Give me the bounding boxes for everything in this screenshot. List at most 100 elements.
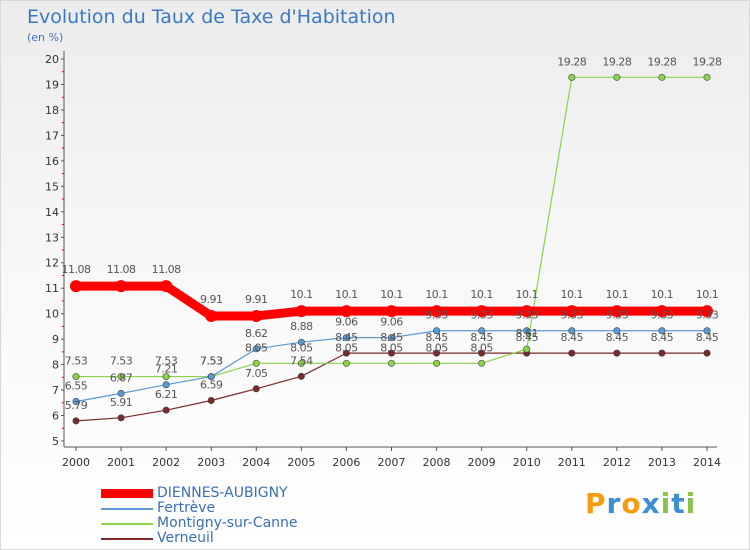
data-label-montigny: 8.61 bbox=[515, 327, 538, 340]
data-point-fertreve bbox=[703, 327, 711, 335]
data-point-fertreve bbox=[117, 389, 125, 397]
data-label-fertreve: 9.33 bbox=[606, 309, 629, 322]
logo-letter: i bbox=[685, 487, 697, 520]
x-tick-label: 2014 bbox=[693, 456, 721, 469]
data-point-montigny bbox=[523, 345, 531, 353]
data-point-montigny bbox=[252, 359, 260, 367]
data-label-diennes: 9.91 bbox=[245, 293, 268, 306]
data-label-verneuil: 5.91 bbox=[110, 396, 133, 409]
data-point-fertreve bbox=[297, 338, 305, 346]
data-label-montigny: 19.28 bbox=[647, 55, 676, 68]
logo-letter: P bbox=[585, 487, 607, 520]
data-point-diennes bbox=[115, 280, 128, 293]
legend-label-diennes: DIENNES-AUBIGNY bbox=[157, 485, 288, 501]
data-point-diennes bbox=[70, 280, 82, 293]
logo-letter: r bbox=[606, 487, 622, 520]
legend-label-montigny: Montigny-sur-Canne bbox=[157, 515, 298, 531]
data-point-fertreve bbox=[523, 327, 531, 335]
data-point-montigny bbox=[658, 73, 666, 81]
data-point-diennes bbox=[160, 280, 173, 293]
data-label-montigny: 19.28 bbox=[693, 55, 722, 68]
data-point-fertreve bbox=[162, 381, 170, 389]
data-point-fertreve bbox=[658, 327, 666, 335]
data-label-verneuil: 5.79 bbox=[65, 399, 88, 412]
data-label-montigny: 7.53 bbox=[155, 355, 178, 368]
data-point-fertreve bbox=[342, 334, 350, 342]
x-tick-label: 2009 bbox=[468, 456, 496, 469]
data-point-fertreve bbox=[387, 334, 395, 342]
data-label-fertreve: 9.06 bbox=[380, 316, 403, 329]
y-tick-label: 14 bbox=[45, 206, 59, 219]
data-point-verneuil bbox=[117, 414, 125, 422]
y-tick-label: 20 bbox=[45, 53, 59, 66]
data-point-fertreve bbox=[207, 373, 215, 381]
data-point-verneuil bbox=[433, 349, 441, 357]
data-point-verneuil bbox=[658, 349, 666, 357]
data-label-montigny: 7.53 bbox=[65, 355, 88, 368]
data-label-montigny: 7.53 bbox=[200, 355, 223, 368]
data-point-fertreve bbox=[613, 327, 621, 335]
data-point-montigny bbox=[117, 373, 125, 381]
data-label-fertreve: 6.55 bbox=[65, 380, 88, 393]
data-label-diennes: 10.1 bbox=[651, 288, 674, 301]
data-label-verneuil: 8.45 bbox=[470, 331, 493, 344]
data-point-montigny bbox=[613, 73, 621, 81]
legend-swatch-diennes bbox=[101, 489, 153, 498]
x-tick-label: 2012 bbox=[603, 456, 631, 469]
y-tick-label: 8 bbox=[52, 359, 59, 372]
data-point-fertreve bbox=[478, 327, 486, 335]
data-point-verneuil bbox=[703, 349, 711, 357]
data-point-verneuil bbox=[478, 349, 486, 357]
data-label-fertreve: 7.21 bbox=[155, 363, 178, 376]
data-label-diennes: 10.1 bbox=[561, 288, 584, 301]
data-point-diennes bbox=[205, 309, 218, 322]
data-point-diennes bbox=[430, 305, 443, 318]
y-tick-label: 17 bbox=[45, 129, 59, 142]
logo-letter: x bbox=[641, 487, 661, 520]
data-label-diennes: 10.1 bbox=[290, 288, 313, 301]
y-tick-label: 5 bbox=[52, 435, 59, 448]
data-label-montigny: 8.05 bbox=[380, 341, 403, 354]
data-label-montigny: 19.28 bbox=[557, 55, 586, 68]
data-label-verneuil: 8.45 bbox=[515, 331, 538, 344]
data-label-montigny: 8.05 bbox=[425, 341, 448, 354]
y-tick-label: 13 bbox=[45, 231, 59, 244]
data-label-diennes: 9.91 bbox=[200, 293, 223, 306]
y-tick-label: 16 bbox=[45, 155, 59, 168]
data-point-verneuil bbox=[342, 349, 350, 357]
data-label-verneuil: 6.59 bbox=[200, 379, 223, 392]
data-point-diennes bbox=[520, 305, 533, 318]
data-label-verneuil: 8.45 bbox=[335, 331, 358, 344]
logo-letter: o bbox=[621, 487, 642, 520]
proxiti-logo[interactable]: Proxiti bbox=[585, 487, 696, 520]
y-tick-label: 11 bbox=[45, 282, 59, 295]
x-tick-label: 2002 bbox=[152, 456, 180, 469]
legend-swatch-verneuil bbox=[101, 538, 153, 540]
data-point-verneuil bbox=[297, 372, 305, 380]
data-label-fertreve: 9.33 bbox=[561, 309, 584, 322]
data-point-verneuil bbox=[162, 406, 170, 414]
data-point-montigny bbox=[478, 359, 486, 367]
data-label-diennes: 11.08 bbox=[107, 263, 136, 276]
x-tick-label: 2010 bbox=[513, 456, 541, 469]
data-label-verneuil: 8.45 bbox=[606, 331, 629, 344]
data-point-diennes bbox=[475, 305, 488, 318]
x-tick-label: 2008 bbox=[423, 456, 451, 469]
chart-unit-label: (en %) bbox=[27, 31, 64, 44]
data-point-diennes bbox=[701, 305, 713, 318]
chart-title: Evolution du Taux de Taxe d'Habitation bbox=[27, 6, 396, 28]
data-point-verneuil bbox=[387, 349, 395, 357]
y-tick-label: 12 bbox=[45, 257, 59, 270]
data-point-diennes bbox=[655, 305, 668, 318]
x-tick-label: 2004 bbox=[242, 456, 270, 469]
y-tick-label: 6 bbox=[52, 410, 59, 423]
data-label-diennes: 10.1 bbox=[470, 288, 493, 301]
data-point-fertreve bbox=[72, 398, 80, 406]
data-label-diennes: 10.1 bbox=[606, 288, 629, 301]
logo-letter: t bbox=[671, 487, 686, 520]
data-point-montigny bbox=[703, 73, 711, 81]
x-tick-label: 2011 bbox=[558, 456, 586, 469]
data-label-fertreve: 8.62 bbox=[245, 327, 268, 340]
y-tick-label: 7 bbox=[52, 384, 59, 397]
